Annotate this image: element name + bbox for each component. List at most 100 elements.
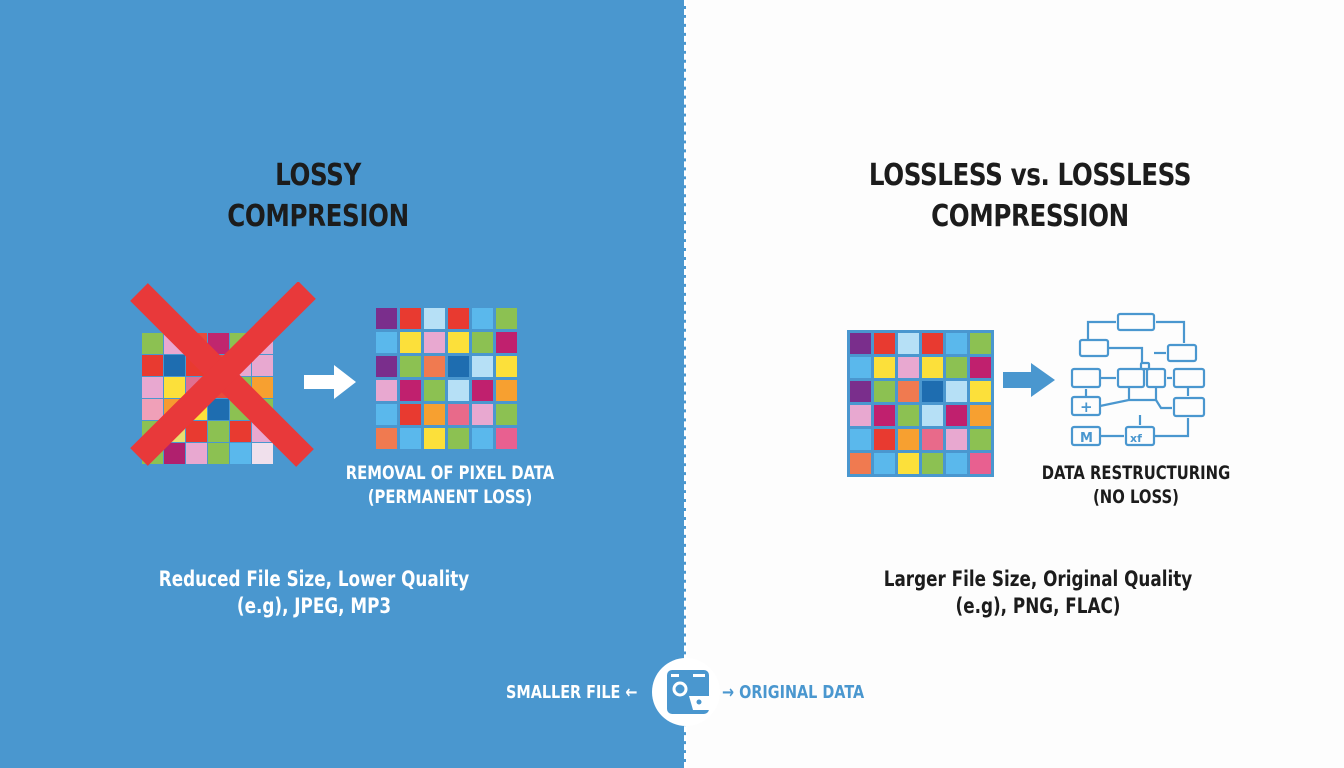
svg-text:xf: xf	[1130, 432, 1142, 445]
lossless-caption-line2: (NO LOSS)	[1093, 486, 1179, 508]
lossless-title-line1: LOSSLESS vs. LOSSLESS	[868, 158, 1192, 193]
pixel-cell	[850, 381, 871, 402]
pixel-cell	[850, 333, 871, 354]
pixel-cell	[448, 380, 469, 401]
pixel-cell	[400, 380, 421, 401]
pixel-cell	[946, 381, 967, 402]
pixel-cell	[970, 333, 991, 354]
lossy-summary-line1: Reduced File Size, Lower Quality	[158, 567, 470, 591]
arrow-left-icon: ←	[625, 682, 638, 703]
pixel-cell	[874, 357, 895, 378]
pixel-cell	[424, 380, 445, 401]
pixel-cell	[142, 333, 163, 354]
lossy-caption-line2: (PERMANENT LOSS)	[367, 486, 533, 508]
pixel-cell	[142, 355, 163, 376]
pixel-cell	[142, 399, 163, 420]
lossless-title: LOSSLESS vs. LOSSLESS COMPRESSION	[866, 155, 1194, 237]
pixel-cell	[252, 355, 273, 376]
pixel-cell	[472, 308, 493, 329]
pixel-cell	[970, 429, 991, 450]
pixel-cell	[946, 333, 967, 354]
pixel-cell	[874, 333, 895, 354]
pixel-cell	[400, 356, 421, 377]
pixel-cell	[922, 429, 943, 450]
pixel-cell	[898, 429, 919, 450]
pixel-cell	[448, 356, 469, 377]
pixel-cell	[186, 421, 207, 442]
arrow-right-icon	[1003, 363, 1055, 397]
pixel-cell	[922, 333, 943, 354]
pixel-cell	[496, 428, 517, 449]
pixel-cell	[874, 429, 895, 450]
pixel-cell	[448, 404, 469, 425]
pixel-cell	[970, 357, 991, 378]
pixel-cell	[208, 443, 229, 464]
pixel-cell	[230, 443, 251, 464]
pixel-cell	[142, 377, 163, 398]
pixel-cell	[970, 405, 991, 426]
pixel-cell	[252, 443, 273, 464]
pixel-cell	[230, 421, 251, 442]
pixel-cell	[424, 332, 445, 353]
lossless-summary: Larger File Size, Original Quality (e.g)…	[878, 566, 1198, 620]
original-data-label: → ORIGINAL DATA	[722, 682, 864, 704]
pixel-cell	[946, 357, 967, 378]
pixel-cell	[898, 357, 919, 378]
pixel-cell	[448, 428, 469, 449]
pixel-cell	[922, 357, 943, 378]
pixel-cell	[922, 405, 943, 426]
pixel-cell	[874, 453, 895, 474]
pixel-cell	[376, 428, 397, 449]
arrow-right-icon	[304, 365, 356, 399]
arrow-right-icon: →	[722, 682, 735, 703]
original-data-text: ORIGINAL DATA	[739, 682, 865, 703]
original-pixel-grid-lossless	[847, 330, 994, 477]
pixel-cell	[874, 405, 895, 426]
pixel-cell	[496, 332, 517, 353]
pixel-cell	[874, 381, 895, 402]
lossy-caption: REMOVAL OF PIXEL DATA (PERMANENT LOSS)	[333, 461, 567, 509]
pixel-cell	[850, 429, 871, 450]
pixel-cell	[898, 453, 919, 474]
pixel-cell	[424, 428, 445, 449]
pixel-cell	[472, 428, 493, 449]
pixel-cell	[376, 380, 397, 401]
pixel-cell	[164, 355, 185, 376]
pixel-cell	[424, 356, 445, 377]
lossless-caption: DATA RESTRUCTURING (NO LOSS)	[1019, 461, 1253, 509]
lossy-summary: Reduced File Size, Lower Quality (e.g), …	[154, 566, 474, 620]
pixel-cell	[400, 332, 421, 353]
pixel-cell	[946, 429, 967, 450]
pixel-cell	[472, 332, 493, 353]
lossy-title-line1: LOSSY	[275, 158, 361, 193]
pixel-cell	[922, 381, 943, 402]
pixel-cell	[970, 453, 991, 474]
pixel-cell	[376, 404, 397, 425]
camera-icon	[667, 670, 709, 714]
pixel-cell	[496, 356, 517, 377]
smaller-file-text: SMALLER FILE	[506, 682, 621, 703]
pixel-cell	[400, 308, 421, 329]
pixel-cell	[946, 405, 967, 426]
pixel-cell	[850, 405, 871, 426]
pixel-cell	[186, 443, 207, 464]
lossy-summary-line2: (e.g), JPEG, MP3	[236, 594, 392, 618]
lossy-title: LOSSY COMPRESION	[195, 155, 441, 237]
lossless-summary-line2: (e.g), PNG, FLAC)	[955, 594, 1121, 618]
pixel-cell	[496, 404, 517, 425]
pixel-cell	[424, 308, 445, 329]
pixel-cell	[400, 404, 421, 425]
pixel-cell	[164, 377, 185, 398]
pixel-cell	[472, 380, 493, 401]
pixel-cell	[448, 332, 469, 353]
pixel-cell	[400, 428, 421, 449]
dashed-divider	[684, 0, 687, 768]
pixel-cell	[850, 357, 871, 378]
pixel-cell	[922, 453, 943, 474]
lossy-title-line2: COMPRESION	[227, 199, 409, 234]
pixel-cell	[208, 399, 229, 420]
pixel-cell	[850, 453, 871, 474]
lossy-caption-line1: REMOVAL OF PIXEL DATA	[345, 462, 555, 484]
pixel-cell	[472, 356, 493, 377]
pixel-cell	[376, 332, 397, 353]
